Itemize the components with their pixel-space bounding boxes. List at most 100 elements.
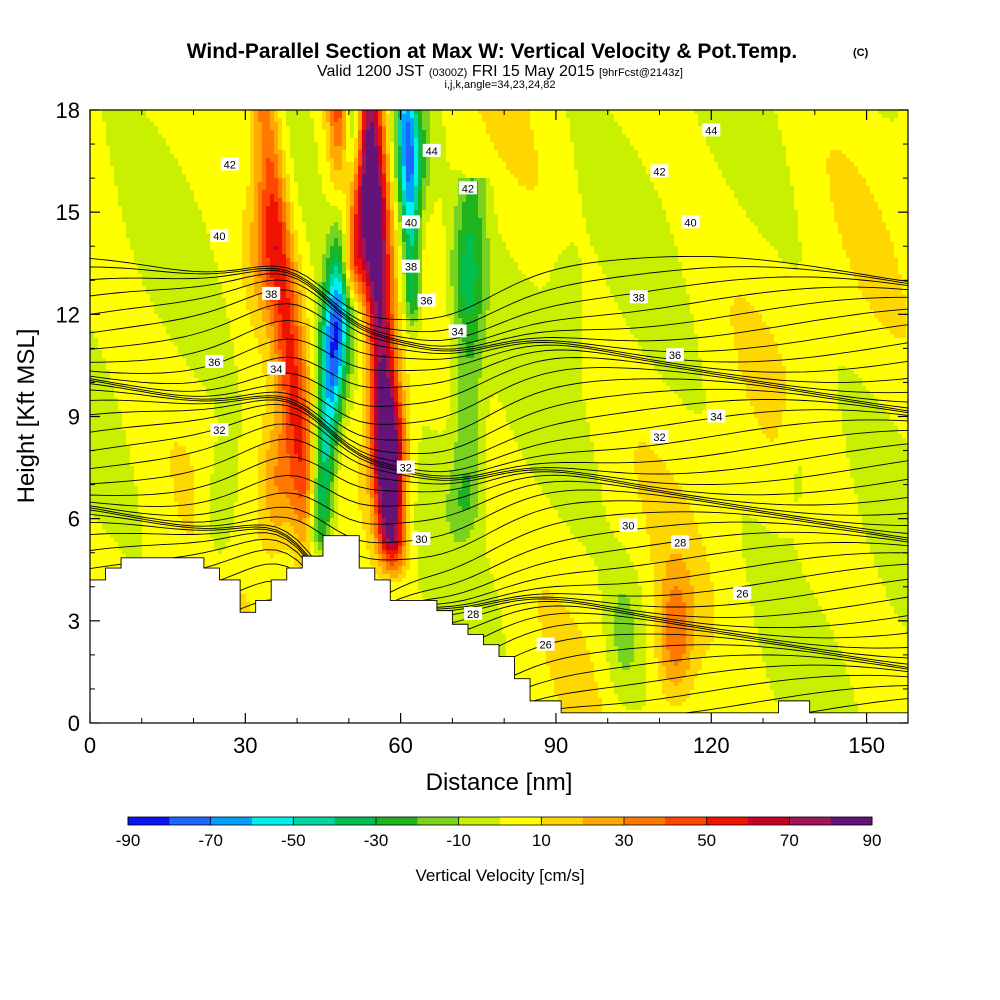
field-cell: [886, 186, 891, 191]
field-cell: [542, 190, 547, 195]
field-cell: [794, 170, 799, 175]
field-cell: [406, 142, 411, 147]
field-cell: [686, 202, 691, 207]
field-cell: [286, 166, 291, 171]
field-cell: [170, 198, 175, 203]
field-cell: [526, 158, 531, 163]
field-cell: [314, 202, 319, 207]
field-cell: [522, 190, 527, 195]
field-cell: [226, 190, 231, 195]
field-cell: [566, 146, 571, 151]
field-cell: [534, 122, 539, 127]
field-cell: [462, 142, 467, 147]
field-cell: [118, 118, 123, 123]
field-cell: [186, 166, 191, 171]
field-cell: [486, 186, 491, 191]
field-cell: [630, 126, 635, 131]
field-cell: [514, 114, 519, 119]
field-cell: [334, 190, 339, 195]
field-cell: [482, 150, 487, 155]
field-cell: [866, 202, 871, 207]
field-cell: [126, 198, 131, 203]
field-cell: [294, 198, 299, 203]
field-cell: [278, 190, 283, 195]
field-cell: [230, 146, 235, 151]
field-cell: [726, 158, 731, 163]
field-cell: [558, 150, 563, 155]
field-cell: [678, 158, 683, 163]
field-cell: [502, 166, 507, 171]
field-cell: [778, 126, 783, 131]
field-cell: [542, 150, 547, 155]
field-cell: [442, 158, 447, 163]
field-cell: [150, 122, 155, 127]
field-cell: [794, 126, 799, 131]
field-cell: [450, 142, 455, 147]
field-cell: [390, 110, 395, 115]
field-cell: [554, 142, 559, 147]
field-cell: [722, 146, 727, 151]
field-cell: [242, 146, 247, 151]
field-cell: [842, 178, 847, 183]
field-cell: [810, 150, 815, 155]
field-cell: [486, 150, 491, 155]
field-cell: [854, 134, 859, 139]
field-cell: [542, 170, 547, 175]
field-cell: [174, 122, 179, 127]
field-cell: [694, 186, 699, 191]
field-cell: [822, 142, 827, 147]
field-cell: [98, 110, 103, 115]
field-cell: [762, 178, 767, 183]
field-cell: [754, 130, 759, 135]
field-cell: [382, 150, 387, 155]
field-cell: [506, 178, 511, 183]
field-cell: [894, 150, 899, 155]
field-cell: [246, 174, 251, 179]
field-cell: [102, 186, 107, 191]
field-cell: [470, 162, 475, 167]
field-cell: [306, 194, 311, 199]
field-cell: [170, 162, 175, 167]
field-cell: [382, 182, 387, 187]
field-cell: [142, 166, 147, 171]
field-cell: [678, 154, 683, 159]
field-cell: [702, 190, 707, 195]
field-cell: [306, 182, 311, 187]
field-cell: [138, 122, 143, 127]
field-cell: [718, 110, 723, 115]
field-cell: [246, 158, 251, 163]
field-cell: [554, 178, 559, 183]
field-cell: [610, 170, 615, 175]
field-cell: [454, 166, 459, 171]
field-cell: [290, 118, 295, 123]
field-cell: [186, 202, 191, 207]
field-cell: [370, 118, 375, 123]
field-cell: [654, 186, 659, 191]
field-cell: [370, 198, 375, 203]
field-cell: [630, 130, 635, 135]
field-cell: [810, 110, 815, 115]
field-cell: [802, 130, 807, 135]
field-cell: [594, 166, 599, 171]
field-cell: [474, 118, 479, 123]
field-cell: [822, 158, 827, 163]
field-cell: [598, 114, 603, 119]
field-cell: [686, 126, 691, 131]
field-cell: [514, 202, 519, 207]
field-cell: [398, 146, 403, 151]
field-cell: [458, 174, 463, 179]
field-cell: [230, 206, 235, 211]
field-cell: [658, 146, 663, 151]
field-cell: [550, 142, 555, 147]
field-cell: [898, 154, 903, 159]
field-cell: [90, 134, 95, 139]
field-cell: [662, 122, 667, 127]
field-cell: [882, 154, 887, 159]
field-cell: [718, 118, 723, 123]
field-cell: [374, 110, 379, 115]
field-cell: [726, 142, 731, 147]
field-cell: [478, 126, 483, 131]
field-cell: [310, 122, 315, 127]
field-cell: [218, 130, 223, 135]
field-cell: [122, 126, 127, 131]
